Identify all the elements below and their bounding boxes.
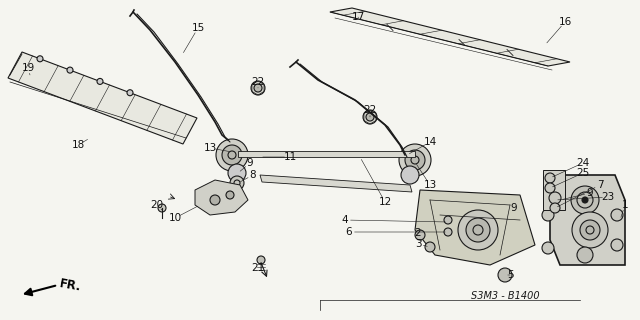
Circle shape [67, 67, 73, 73]
Polygon shape [238, 151, 415, 157]
Text: 3: 3 [415, 239, 421, 249]
Text: 21: 21 [252, 263, 264, 273]
Text: 8: 8 [250, 170, 256, 180]
Polygon shape [8, 52, 197, 144]
Text: 7: 7 [596, 180, 604, 190]
Text: 2: 2 [415, 228, 421, 238]
Text: 17: 17 [351, 12, 365, 22]
Circle shape [257, 256, 265, 264]
Text: 24: 24 [577, 158, 589, 168]
Circle shape [401, 166, 419, 184]
Circle shape [405, 150, 425, 170]
Text: 14: 14 [424, 137, 436, 147]
Text: 22: 22 [252, 77, 264, 87]
Circle shape [226, 191, 234, 199]
Circle shape [466, 218, 490, 242]
Polygon shape [415, 190, 535, 265]
Text: 1: 1 [621, 200, 628, 210]
Text: FR.: FR. [58, 277, 82, 293]
Text: 9: 9 [246, 158, 253, 168]
Circle shape [542, 242, 554, 254]
Circle shape [444, 216, 452, 224]
Text: 6: 6 [346, 227, 352, 237]
Circle shape [37, 56, 43, 62]
Circle shape [399, 144, 431, 176]
Circle shape [582, 197, 588, 203]
Polygon shape [543, 170, 565, 210]
Circle shape [545, 183, 555, 193]
Circle shape [97, 78, 103, 84]
Circle shape [216, 139, 248, 171]
Text: 4: 4 [342, 215, 348, 225]
Text: 11: 11 [284, 152, 296, 162]
Text: 16: 16 [558, 17, 572, 27]
Text: 25: 25 [577, 168, 589, 178]
Polygon shape [195, 180, 248, 215]
Circle shape [158, 204, 166, 212]
Circle shape [498, 268, 512, 282]
Circle shape [444, 228, 452, 236]
Circle shape [366, 113, 374, 121]
Circle shape [549, 192, 561, 204]
Text: 19: 19 [21, 63, 35, 73]
Text: 18: 18 [72, 140, 84, 150]
Circle shape [222, 145, 242, 165]
Circle shape [230, 176, 244, 190]
Circle shape [545, 173, 555, 183]
Circle shape [572, 212, 608, 248]
Text: 13: 13 [204, 143, 216, 153]
Text: 9: 9 [511, 203, 517, 213]
Circle shape [228, 164, 246, 182]
Circle shape [210, 195, 220, 205]
Circle shape [611, 239, 623, 251]
Text: 5: 5 [507, 270, 513, 280]
Text: 20: 20 [150, 200, 164, 210]
Text: S3M3 - B1400: S3M3 - B1400 [470, 291, 540, 301]
Polygon shape [550, 175, 625, 265]
Text: 12: 12 [378, 197, 392, 207]
Text: 10: 10 [168, 213, 182, 223]
Circle shape [611, 209, 623, 221]
Circle shape [571, 186, 599, 214]
Circle shape [251, 81, 265, 95]
Text: 15: 15 [191, 23, 205, 33]
Circle shape [363, 110, 377, 124]
Circle shape [415, 230, 425, 240]
Circle shape [580, 220, 600, 240]
Text: 13: 13 [424, 180, 436, 190]
Circle shape [542, 209, 554, 221]
Circle shape [458, 210, 498, 250]
Text: 22: 22 [364, 105, 376, 115]
Circle shape [425, 242, 435, 252]
Circle shape [577, 247, 593, 263]
Circle shape [127, 90, 133, 96]
Text: 9: 9 [587, 188, 593, 198]
Circle shape [254, 84, 262, 92]
Polygon shape [260, 175, 412, 192]
Circle shape [550, 203, 560, 213]
Text: 23: 23 [602, 192, 614, 202]
Polygon shape [330, 8, 570, 66]
